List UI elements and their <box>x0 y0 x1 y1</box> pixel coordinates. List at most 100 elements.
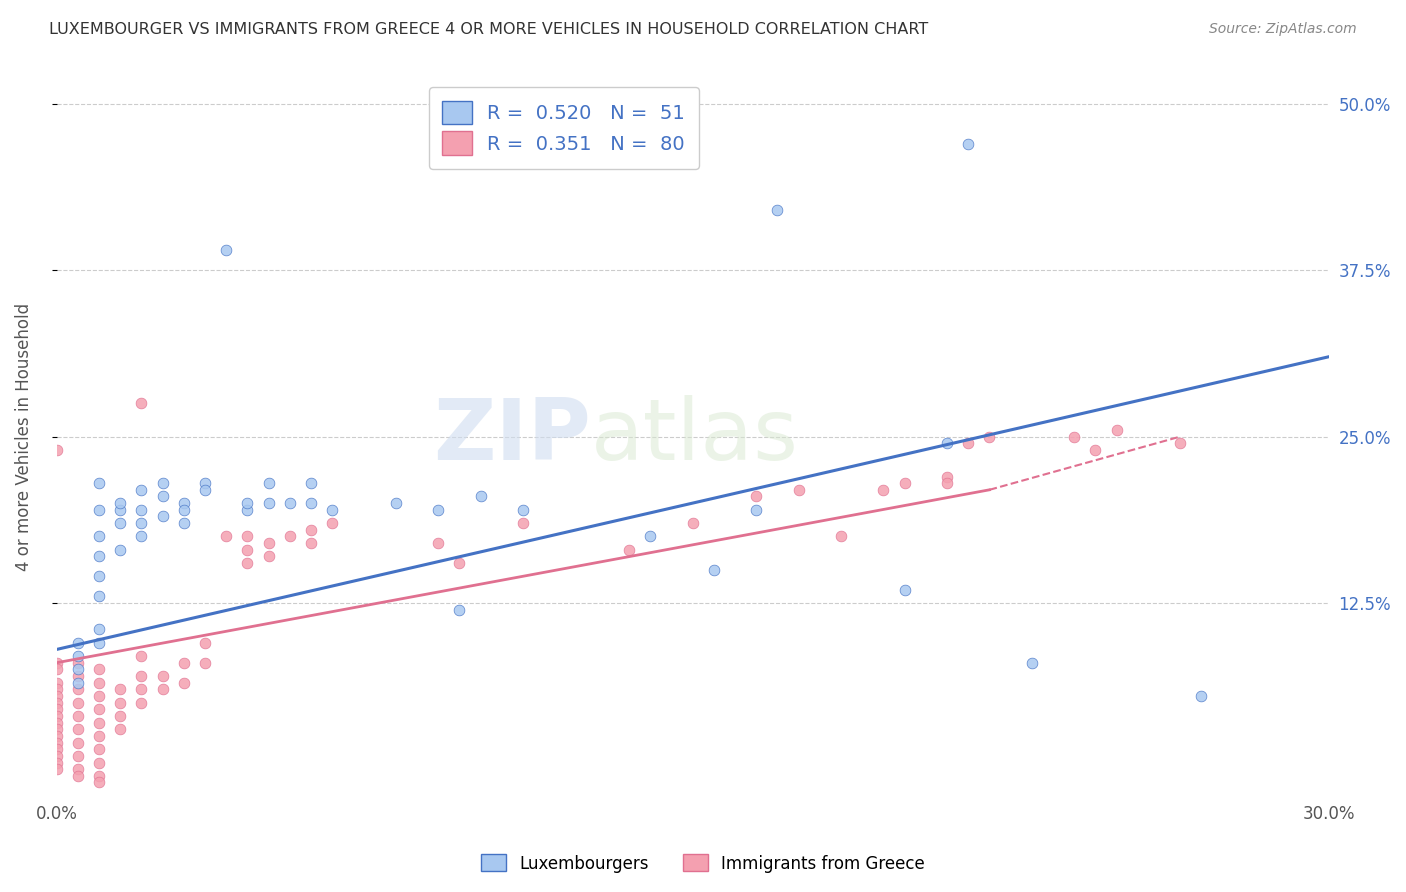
Point <box>278 529 301 543</box>
Point <box>385 496 408 510</box>
Y-axis label: 4 or more Vehicles in Household: 4 or more Vehicles in Household <box>15 302 32 571</box>
Point <box>45 762 67 776</box>
Point <box>66 669 89 683</box>
Point <box>173 502 195 516</box>
Point <box>682 516 704 530</box>
Point <box>131 516 153 530</box>
Point <box>173 516 195 530</box>
Point <box>321 502 343 516</box>
Point <box>236 529 259 543</box>
Point <box>131 649 153 664</box>
Point <box>131 396 153 410</box>
Point <box>1105 423 1128 437</box>
Point <box>299 496 322 510</box>
Point <box>1084 442 1107 457</box>
Point <box>152 682 174 697</box>
Point <box>66 735 89 749</box>
Point <box>617 542 640 557</box>
Legend: Luxembourgers, Immigrants from Greece: Luxembourgers, Immigrants from Greece <box>475 847 931 880</box>
Point <box>512 502 534 516</box>
Point <box>131 483 153 497</box>
Point <box>936 436 959 450</box>
Point <box>194 476 217 491</box>
Point <box>787 483 810 497</box>
Point <box>194 483 217 497</box>
Point <box>152 490 174 504</box>
Point <box>110 696 132 710</box>
Legend: R =  0.520   N =  51, R =  0.351   N =  80: R = 0.520 N = 51, R = 0.351 N = 80 <box>429 87 699 169</box>
Point <box>45 723 67 737</box>
Text: ZIP: ZIP <box>433 395 591 478</box>
Point <box>936 476 959 491</box>
Point <box>45 689 67 703</box>
Point <box>257 496 280 510</box>
Point <box>131 502 153 516</box>
Point <box>87 623 110 637</box>
Point <box>173 675 195 690</box>
Point <box>194 656 217 670</box>
Point <box>87 775 110 789</box>
Point <box>1168 436 1191 450</box>
Point <box>131 682 153 697</box>
Point <box>893 582 915 597</box>
Point <box>321 516 343 530</box>
Text: LUXEMBOURGER VS IMMIGRANTS FROM GREECE 4 OR MORE VEHICLES IN HOUSEHOLD CORRELATI: LUXEMBOURGER VS IMMIGRANTS FROM GREECE 4… <box>49 22 928 37</box>
Point <box>131 669 153 683</box>
Point <box>110 723 132 737</box>
Point <box>703 563 725 577</box>
Point <box>236 496 259 510</box>
Point <box>87 702 110 716</box>
Point <box>470 490 492 504</box>
Point <box>299 476 322 491</box>
Point <box>45 735 67 749</box>
Point <box>299 536 322 550</box>
Point <box>66 748 89 763</box>
Point <box>766 203 789 218</box>
Point <box>152 669 174 683</box>
Point <box>87 529 110 543</box>
Point <box>87 729 110 743</box>
Point <box>299 523 322 537</box>
Point <box>110 516 132 530</box>
Point <box>110 682 132 697</box>
Point <box>194 636 217 650</box>
Point <box>45 702 67 716</box>
Point <box>215 244 238 258</box>
Point <box>87 756 110 770</box>
Point <box>45 675 67 690</box>
Point <box>66 696 89 710</box>
Point <box>87 742 110 756</box>
Point <box>87 569 110 583</box>
Point <box>1021 656 1043 670</box>
Point <box>45 682 67 697</box>
Point <box>66 662 89 676</box>
Point <box>87 549 110 564</box>
Point <box>236 502 259 516</box>
Point <box>66 675 89 690</box>
Point <box>173 656 195 670</box>
Point <box>449 602 471 616</box>
Point <box>152 476 174 491</box>
Point <box>66 723 89 737</box>
Point <box>45 742 67 756</box>
Point <box>45 715 67 730</box>
Text: Source: ZipAtlas.com: Source: ZipAtlas.com <box>1209 22 1357 37</box>
Point <box>512 516 534 530</box>
Point <box>830 529 852 543</box>
Point <box>110 502 132 516</box>
Point <box>257 536 280 550</box>
Point <box>87 662 110 676</box>
Point <box>66 769 89 783</box>
Point <box>87 502 110 516</box>
Point <box>66 656 89 670</box>
Point <box>110 542 132 557</box>
Point <box>87 689 110 703</box>
Text: atlas: atlas <box>591 395 799 478</box>
Point <box>66 682 89 697</box>
Point <box>45 748 67 763</box>
Point <box>893 476 915 491</box>
Point <box>45 709 67 723</box>
Point <box>152 509 174 524</box>
Point <box>87 476 110 491</box>
Point <box>1191 689 1213 703</box>
